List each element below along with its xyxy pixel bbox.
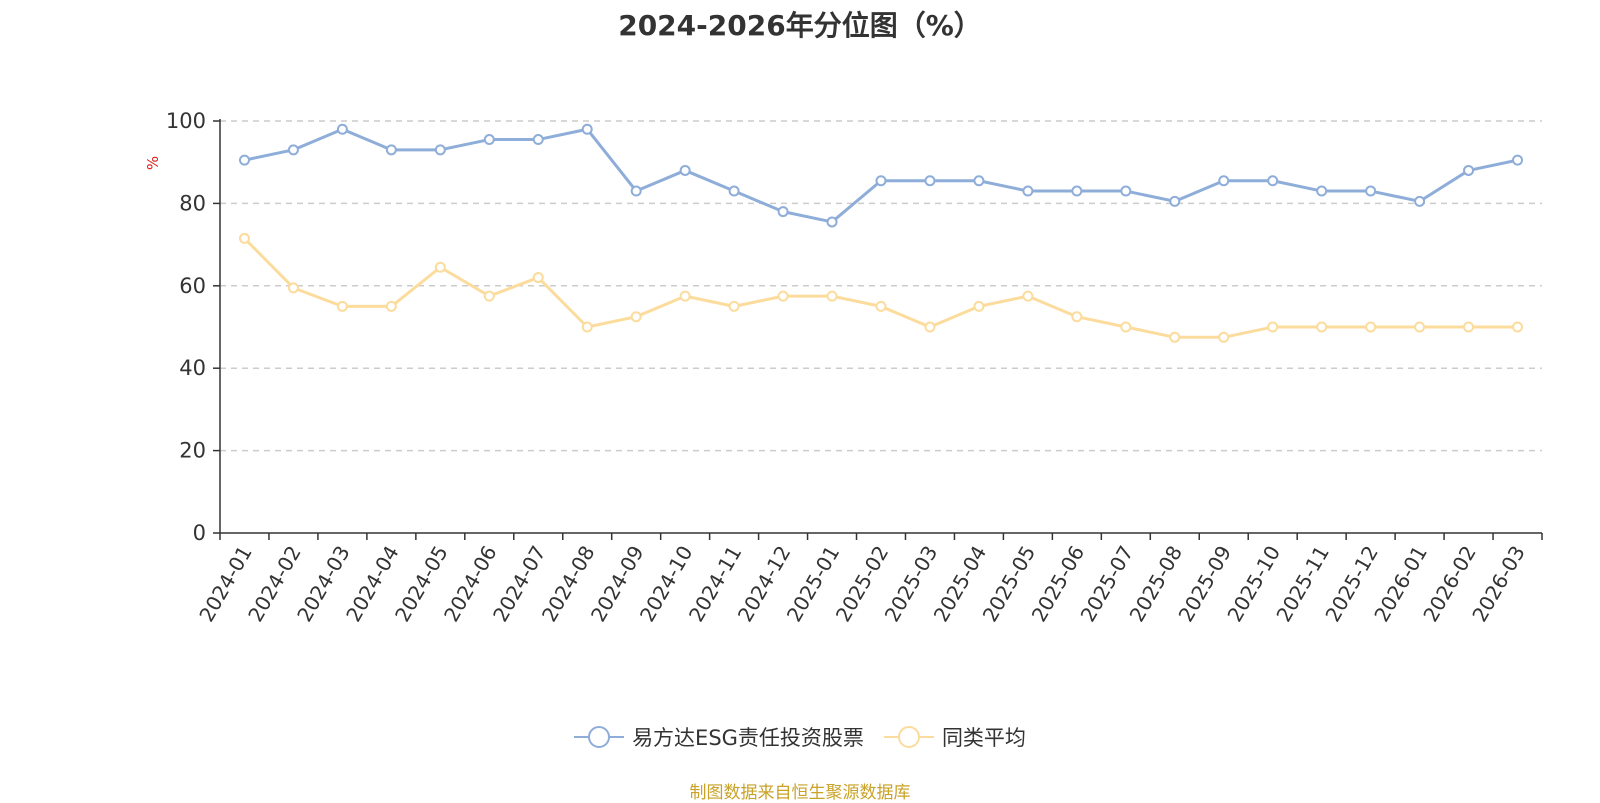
data-point[interactable] [777, 206, 789, 218]
data-point[interactable] [1316, 321, 1328, 333]
legend-label: 易方达ESG责任投资股票 [632, 726, 864, 750]
data-point[interactable] [336, 123, 348, 135]
data-point[interactable] [1120, 185, 1132, 197]
data-point[interactable] [826, 290, 838, 302]
data-point[interactable] [1316, 185, 1328, 197]
data-point[interactable] [434, 261, 446, 273]
data-point[interactable] [679, 290, 691, 302]
y-tick-label: 40 [179, 356, 206, 380]
data-point[interactable] [1071, 185, 1083, 197]
series-layer [238, 123, 1524, 343]
data-point[interactable] [532, 134, 544, 146]
data-point[interactable] [924, 321, 936, 333]
data-point[interactable] [777, 290, 789, 302]
data-point[interactable] [924, 175, 936, 187]
data-point[interactable] [728, 185, 740, 197]
data-point[interactable] [1365, 321, 1377, 333]
data-point[interactable] [1414, 195, 1426, 207]
legend-label: 同类平均 [941, 726, 1026, 750]
data-point[interactable] [973, 175, 985, 187]
legend-marker-icon [883, 726, 934, 748]
y-tick-label: 60 [179, 274, 206, 298]
y-tick-label: 20 [179, 439, 206, 463]
series-1 [238, 123, 1524, 228]
source-note: 制图数据来自恒生聚源数据库 [689, 783, 911, 803]
legend-item-2[interactable]: 同类平均 [883, 722, 1026, 752]
data-point[interactable] [1512, 154, 1524, 166]
data-point[interactable] [1463, 321, 1475, 333]
y-tick-label: 100 [166, 109, 206, 133]
series-line [243, 237, 1518, 339]
data-point[interactable] [532, 272, 544, 284]
data-point[interactable] [1218, 175, 1230, 187]
data-point[interactable] [630, 311, 642, 323]
data-point[interactable] [238, 232, 250, 244]
y-tick-label: 0 [193, 521, 206, 545]
data-point[interactable] [630, 185, 642, 197]
data-point[interactable] [483, 134, 495, 146]
data-point[interactable] [973, 300, 985, 312]
legend-marker-icon [574, 726, 625, 748]
y-tick-label: 80 [179, 191, 206, 215]
data-point[interactable] [434, 144, 446, 156]
data-point[interactable] [1463, 164, 1475, 176]
legend: 易方达ESG责任投资股票 同类平均 [0, 722, 1600, 752]
legend-item-1[interactable]: 易方达ESG责任投资股票 [574, 722, 864, 752]
data-point[interactable] [728, 300, 740, 312]
data-point[interactable] [1267, 321, 1279, 333]
data-point[interactable] [581, 123, 593, 135]
data-point[interactable] [1071, 311, 1083, 323]
data-point[interactable] [1169, 331, 1181, 343]
data-point[interactable] [385, 300, 397, 312]
series-2 [238, 232, 1524, 343]
chart-title: 2024-2026年分位图（%） [618, 9, 982, 42]
data-point[interactable] [238, 154, 250, 166]
data-point[interactable] [1218, 331, 1230, 343]
data-point[interactable] [1267, 175, 1279, 187]
data-point[interactable] [385, 144, 397, 156]
data-point[interactable] [826, 216, 838, 228]
data-point[interactable] [1414, 321, 1426, 333]
data-point[interactable] [875, 300, 887, 312]
data-point[interactable] [1022, 290, 1034, 302]
y-axis-label: % [144, 156, 162, 170]
data-point[interactable] [1169, 195, 1181, 207]
data-point[interactable] [336, 300, 348, 312]
grid-layer [220, 120, 1542, 452]
data-point[interactable] [1120, 321, 1132, 333]
data-point[interactable] [483, 290, 495, 302]
data-point[interactable] [1512, 321, 1524, 333]
data-point[interactable] [581, 321, 593, 333]
data-point[interactable] [679, 164, 691, 176]
data-point[interactable] [1022, 185, 1034, 197]
data-point[interactable] [287, 282, 299, 294]
data-point[interactable] [287, 144, 299, 156]
axis-layer: 0204060801002024-012024-022024-032024-04… [166, 109, 1543, 626]
data-point[interactable] [875, 175, 887, 187]
data-point[interactable] [1365, 185, 1377, 197]
